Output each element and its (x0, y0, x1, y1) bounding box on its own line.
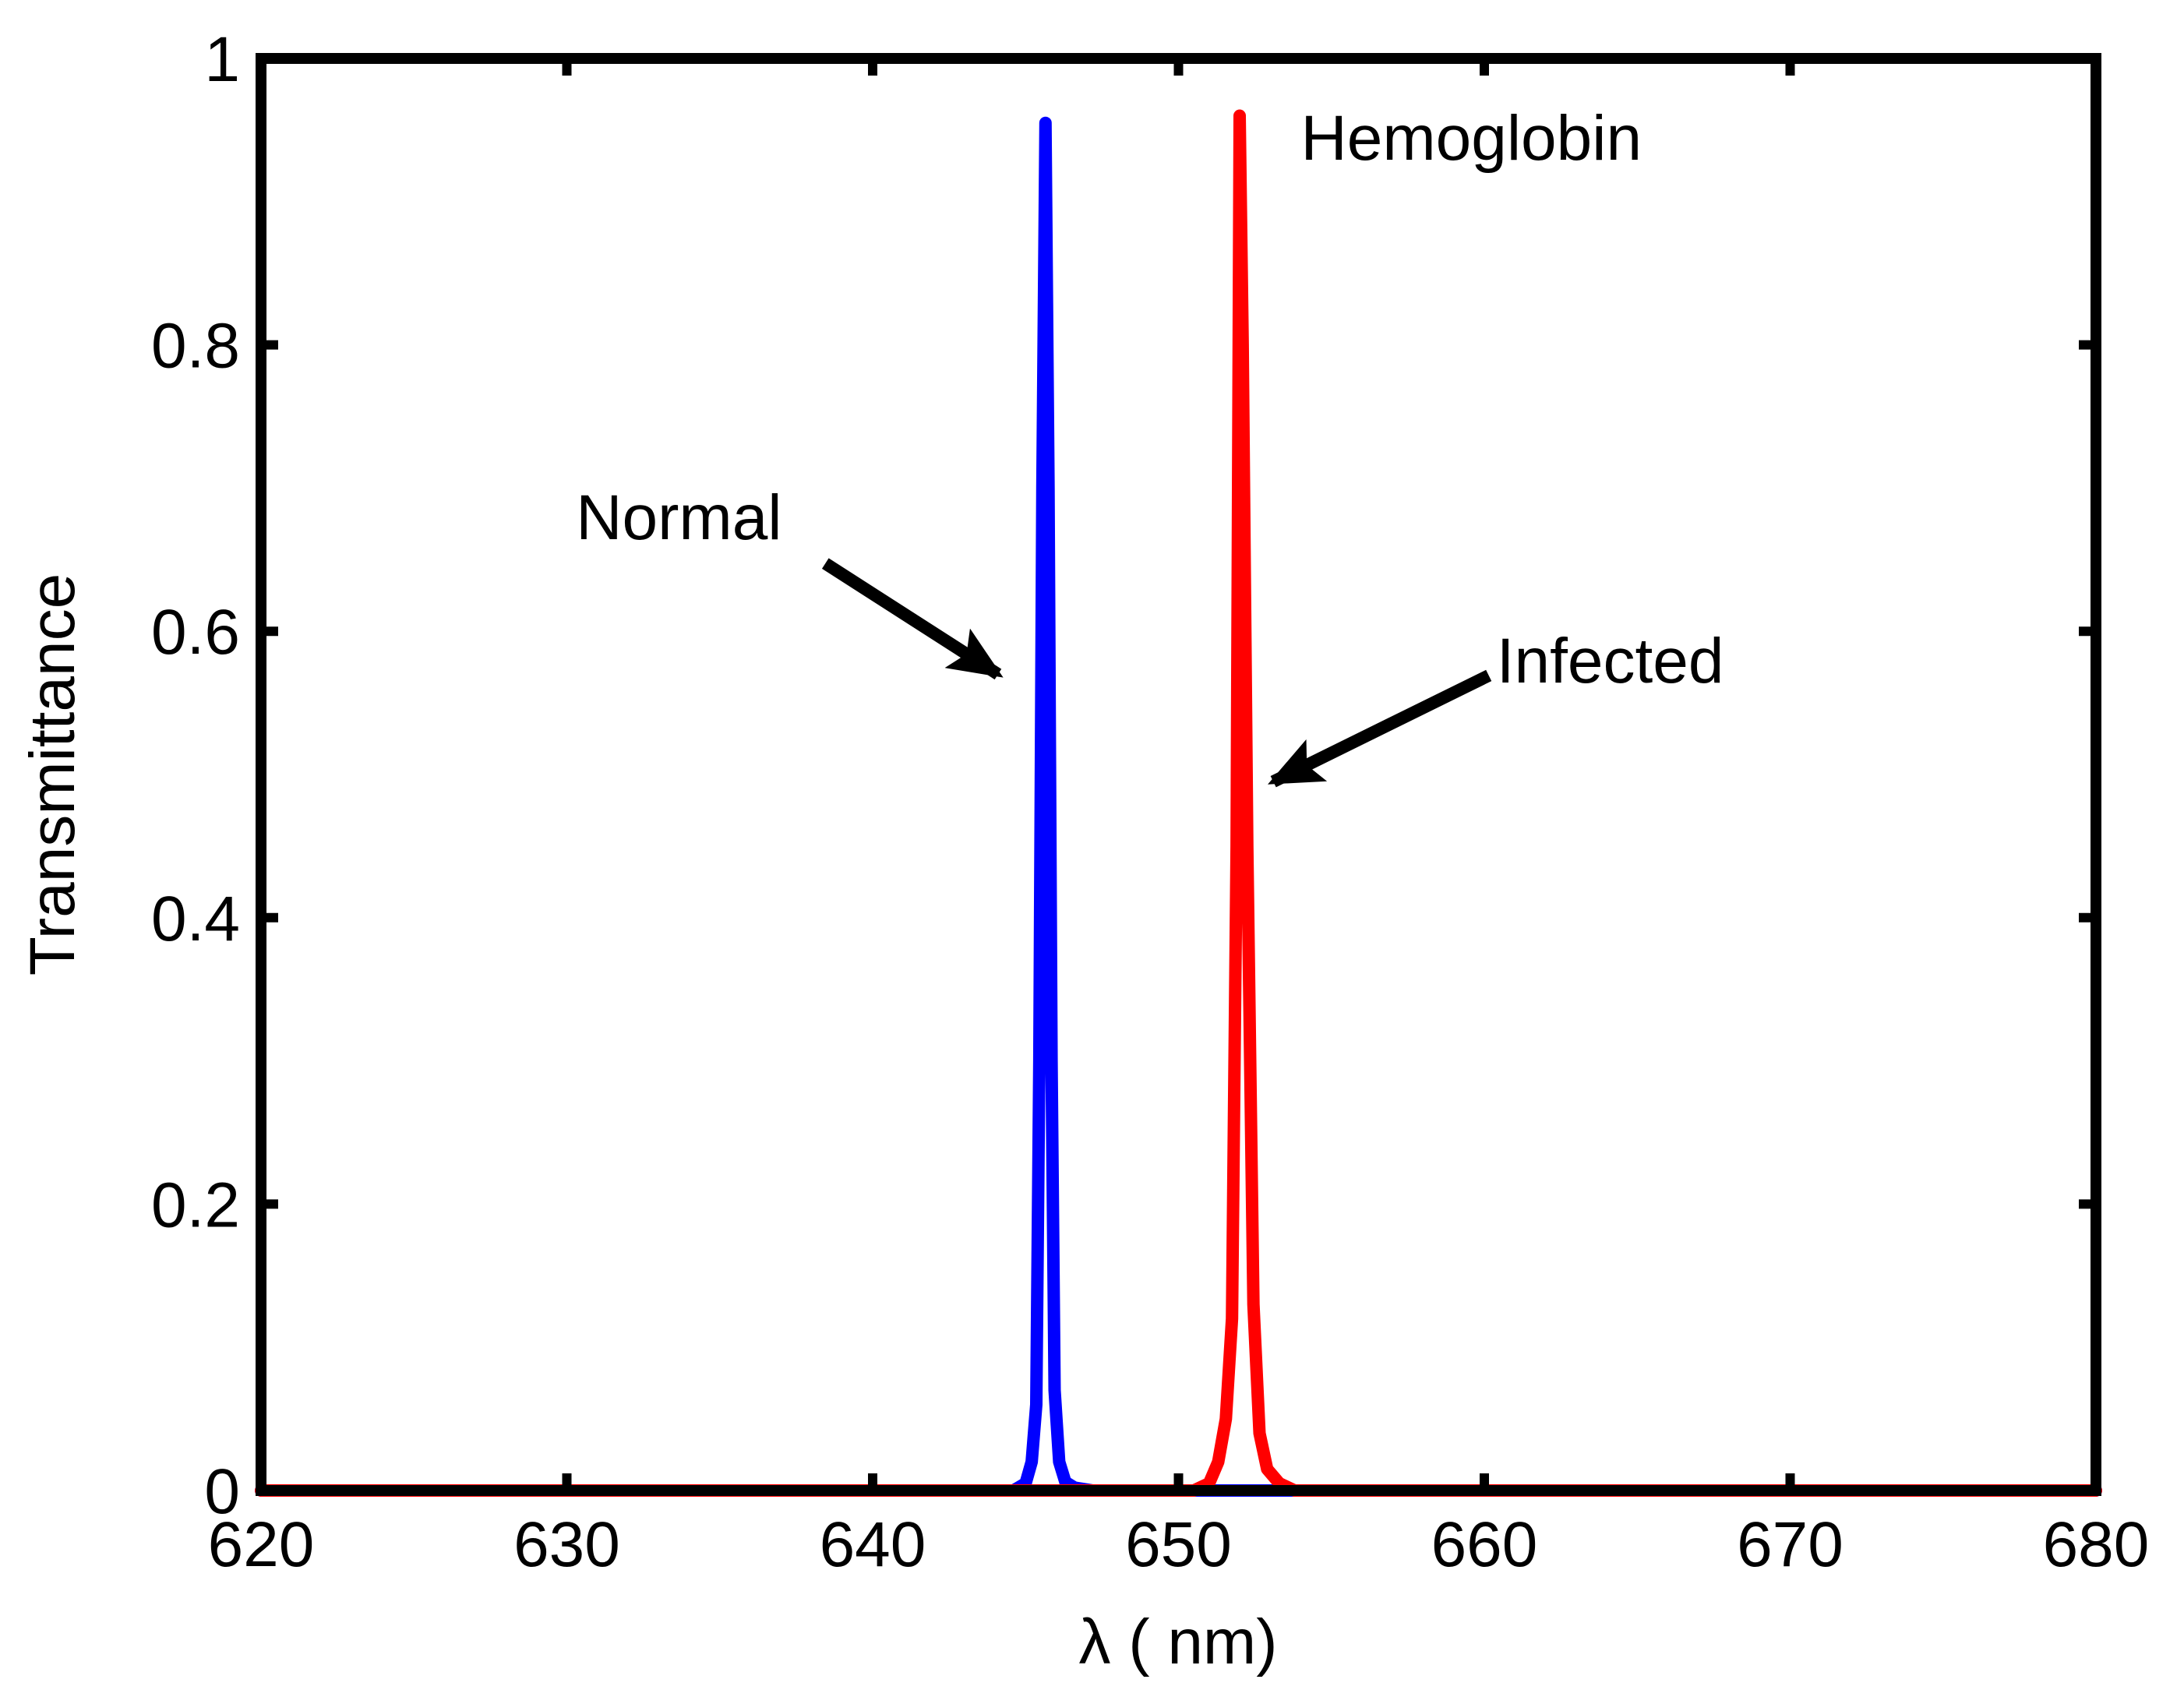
y-tick-label: 1 (204, 24, 240, 95)
tick-labels: 620 630 640 650 660 670 680 0 0.2 0.4 0.6 0.8 1 (151, 24, 2149, 1580)
x-tick-label: 660 (1431, 1509, 1538, 1580)
annotation-normal-label: Normal (576, 482, 782, 553)
axes-frame (256, 53, 2101, 1496)
y-tick-label: 0.4 (151, 884, 240, 954)
annotation-hemoglobin-label: Hemoglobin (1301, 103, 1642, 174)
y-tick-label: 0.6 (151, 597, 240, 668)
x-tick-label: 650 (1125, 1509, 1232, 1580)
series-line-infected (255, 109, 2102, 1497)
y-tick-label: 0 (204, 1456, 240, 1527)
series-line-normal (255, 116, 2102, 1497)
plot-area (255, 109, 2102, 1497)
x-tick-label: 620 (208, 1509, 315, 1580)
x-tick-label: 640 (820, 1509, 926, 1580)
x-tick-label: 630 (513, 1509, 620, 1580)
y-axis-title: Transmittance (17, 573, 88, 975)
y-tick-label: 0.8 (151, 311, 240, 382)
x-tick-label: 680 (2043, 1509, 2150, 1580)
x-tick-label: 670 (1737, 1509, 1844, 1580)
axis-ticks (256, 54, 2101, 1495)
annotation-infected-arrow (1267, 669, 1492, 788)
annotations: Hemoglobin Normal Infected (576, 103, 1724, 788)
y-tick-label: 0.2 (151, 1170, 240, 1240)
annotation-normal-arrow (821, 558, 1004, 680)
x-axis-title: λ ( nm) (1078, 1607, 1277, 1678)
annotation-infected-label: Infected (1497, 626, 1724, 697)
